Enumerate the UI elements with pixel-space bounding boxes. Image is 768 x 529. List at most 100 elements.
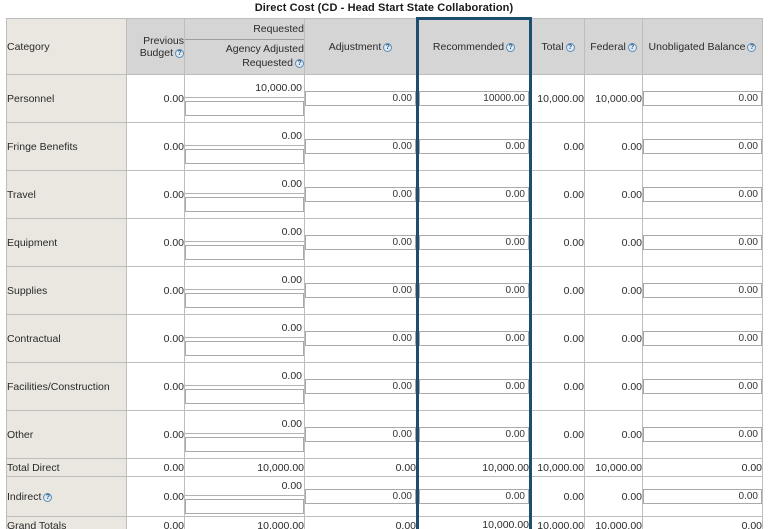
adjustment-input[interactable] — [305, 91, 416, 106]
cell-adjustment: 0.00 — [304, 458, 418, 477]
agency-adjusted-requested-input[interactable] — [185, 340, 304, 356]
cell-previous-budget-value: 0.00 — [163, 490, 184, 503]
table-row: Fringe Benefits 0.00 0.00 0.00 0.00 — [6, 122, 763, 171]
help-icon[interactable]: ? — [506, 43, 516, 52]
adjustment-input[interactable] — [305, 283, 416, 298]
help-icon[interactable]: ? — [295, 59, 304, 69]
cell-unobligated-balance — [642, 410, 763, 459]
agency-adjusted-requested-input[interactable] — [185, 196, 304, 212]
unobligated-balance-input[interactable] — [643, 91, 762, 106]
cell-previous-budget-value: 0.00 — [163, 332, 184, 345]
cell-category: Equipment — [6, 218, 127, 267]
requested-value: 10,000.00 — [255, 81, 302, 94]
column-header-unobligated-balance: Unobligated Balance? — [642, 18, 763, 75]
unobligated-balance-input[interactable] — [643, 283, 762, 298]
column-header-previous-budget: Previous Budget? — [126, 18, 185, 75]
previous-budget-line2-wrap: Budget? — [127, 47, 184, 59]
cell-total-value: 10,000.00 — [537, 461, 584, 474]
cell-category-label: Facilities/Construction — [7, 380, 110, 393]
cell-adjustment — [304, 266, 418, 315]
cell-total: 0.00 — [530, 266, 585, 315]
agency-adjusted-requested-input[interactable] — [185, 292, 304, 308]
recommended-input[interactable] — [419, 139, 529, 154]
adjustment-input[interactable] — [305, 187, 416, 202]
recommended-input[interactable] — [419, 91, 529, 106]
cell-unobligated-balance — [642, 266, 763, 315]
recommended-input[interactable] — [419, 235, 529, 250]
cell-requested: 0.00 — [184, 170, 305, 219]
adjustment-input[interactable] — [305, 379, 416, 394]
unobligated-balance-input[interactable] — [643, 427, 762, 442]
cell-federal-value: 0.00 — [621, 380, 642, 393]
cell-total-value: 10,000.00 — [537, 92, 584, 105]
cell-category: Personnel — [6, 74, 127, 123]
cell-total-value: 0.00 — [563, 332, 584, 345]
agency-adjusted-requested-input[interactable] — [185, 244, 304, 260]
table-row: Personnel 0.00 10,000.00 10,000.00 10,000.00 — [6, 74, 763, 123]
recommended-input[interactable] — [419, 427, 529, 442]
help-icon[interactable]: ? — [175, 48, 184, 58]
cell-recommended — [416, 74, 532, 123]
cell-total-value: 10,000.00 — [537, 519, 584, 529]
help-icon[interactable]: ? — [747, 42, 757, 52]
cell-adjustment-value: 0.00 — [395, 461, 416, 474]
column-header-adjustment-label: Adjustment — [328, 40, 382, 53]
cell-previous-budget-value: 0.00 — [163, 519, 184, 529]
cell-category-label: Equipment — [7, 236, 58, 249]
cell-previous-budget: 0.00 — [126, 266, 185, 315]
cell-federal: 0.00 — [584, 122, 643, 171]
cell-recommended — [416, 266, 532, 315]
table-header: Category Previous Budget? Requested Agen… — [6, 17, 763, 75]
column-header-total: Total? — [530, 18, 585, 75]
cell-federal: 0.00 — [584, 410, 643, 459]
adjustment-input[interactable] — [305, 235, 416, 250]
cell-unobligated-balance — [642, 218, 763, 267]
unobligated-balance-input[interactable] — [643, 379, 762, 394]
cell-previous-budget-value: 0.00 — [163, 188, 184, 201]
cell-adjustment — [304, 122, 418, 171]
help-icon[interactable]: ? — [383, 42, 393, 52]
cell-total: 10,000.00 — [530, 516, 585, 529]
help-icon[interactable]: ? — [627, 42, 637, 52]
cell-adjustment — [304, 410, 418, 459]
adjustment-input[interactable] — [305, 139, 416, 154]
recommended-input[interactable] — [419, 187, 529, 202]
unobligated-balance-input[interactable] — [643, 489, 762, 504]
adjustment-input[interactable] — [305, 489, 416, 504]
cell-federal: 0.00 — [584, 218, 643, 267]
adjustment-input[interactable] — [305, 427, 416, 442]
cell-recommended: 10,000.00 — [416, 516, 532, 529]
adjustment-input[interactable] — [305, 331, 416, 346]
cell-previous-budget: 0.00 — [126, 74, 185, 123]
requested-divider — [185, 192, 304, 194]
agency-adjusted-requested-input[interactable] — [185, 148, 304, 164]
help-icon[interactable]: ? — [43, 492, 53, 502]
cell-previous-budget: 0.00 — [126, 410, 185, 459]
cell-federal-value: 0.00 — [621, 188, 642, 201]
cell-total-value: 0.00 — [563, 284, 584, 297]
requested-value: 0.00 — [281, 321, 302, 334]
unobligated-balance-input[interactable] — [643, 187, 762, 202]
previous-budget-line1: Previous — [143, 34, 184, 47]
cell-adjustment — [304, 218, 418, 267]
recommended-input[interactable] — [419, 379, 529, 394]
recommended-input[interactable] — [419, 331, 529, 346]
unobligated-balance-input[interactable] — [643, 331, 762, 346]
recommended-input[interactable] — [419, 283, 529, 298]
requested-header-line3-wrap: Requested? — [185, 56, 304, 70]
cell-federal: 0.00 — [584, 362, 643, 411]
recommended-input[interactable] — [419, 489, 529, 504]
cell-category-label: Indirect — [7, 490, 42, 503]
agency-adjusted-requested-input[interactable] — [185, 100, 304, 116]
cell-federal-value: 0.00 — [621, 332, 642, 345]
cell-recommended — [416, 314, 532, 363]
agency-adjusted-requested-input[interactable] — [185, 436, 304, 452]
help-icon[interactable]: ? — [565, 42, 575, 52]
unobligated-balance-input[interactable] — [643, 235, 762, 250]
agency-adjusted-requested-input[interactable] — [185, 498, 304, 514]
agency-adjusted-requested-input[interactable] — [185, 388, 304, 404]
cell-unobligated-balance-value: 0.00 — [741, 461, 762, 474]
cell-category: Travel — [6, 170, 127, 219]
unobligated-balance-input[interactable] — [643, 139, 762, 154]
indirect-row: Indirect? 0.00 0.00 0.00 0.00 — [6, 476, 763, 517]
